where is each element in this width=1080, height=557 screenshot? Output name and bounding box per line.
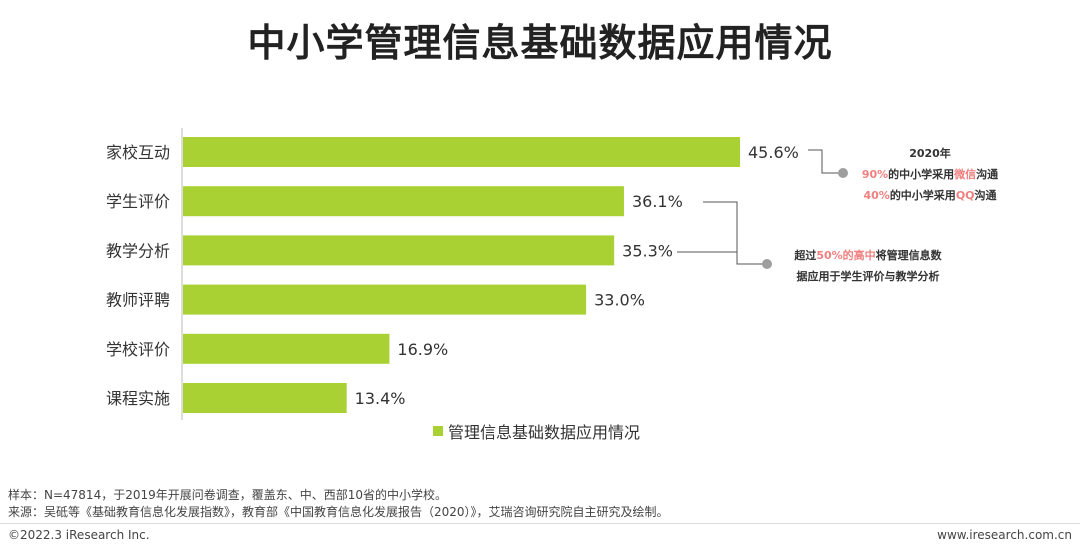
category-label-6: 课程实施 bbox=[106, 389, 170, 408]
value-label-4: 33.0% bbox=[594, 291, 645, 310]
bar-4 bbox=[183, 284, 587, 315]
footer-notes: 样本：N=47814，于2019年开展问卷调查，覆盖东、中、西部10省的中小学校… bbox=[8, 487, 669, 521]
annotation1-line2: 40%的中小学采用QQ沟通 bbox=[863, 189, 997, 202]
value-label-2: 36.1% bbox=[632, 192, 683, 211]
category-label-2: 学生评价 bbox=[106, 192, 170, 211]
legend-swatch bbox=[433, 426, 443, 436]
bar-3 bbox=[183, 235, 615, 266]
bars-group: 家校互动 45.6% 学生评价 36.1% 教学分析 35.3% 教师评聘 33.0% 学校评价… bbox=[106, 137, 799, 413]
legend-label: 管理信息基础数据应用情况 bbox=[448, 423, 640, 442]
annotation2-connector bbox=[677, 201, 766, 265]
value-label-3: 35.3% bbox=[622, 241, 673, 260]
page-title: 中小学管理信息基础数据应用情况 bbox=[247, 21, 833, 65]
annotation2-line1: 超过50%的高中将管理信息数 bbox=[794, 249, 942, 262]
category-label-1: 家校互动 bbox=[106, 143, 170, 162]
bar-1 bbox=[183, 137, 740, 167]
annotation1-dot bbox=[838, 168, 848, 178]
annotation1-wechat: 微信 bbox=[954, 168, 977, 181]
annotation1-year: 2020年 bbox=[909, 147, 951, 160]
bar-6 bbox=[183, 383, 347, 413]
value-label-1: 45.6% bbox=[748, 143, 799, 162]
annotation1-connector bbox=[808, 149, 843, 174]
annotation2-line2: 据应用于学生评价与教学分析 bbox=[796, 270, 940, 283]
category-label-5: 学校评价 bbox=[106, 340, 170, 359]
annotation1-pct1: 90% bbox=[861, 168, 889, 181]
annotation1-pct2: 40% bbox=[863, 189, 890, 202]
source-note: 来源：吴砥等《基础教育信息化发展指数》，教育部《中国教育信息化发展报告（2020… bbox=[8, 505, 669, 519]
value-label-6: 13.4% bbox=[355, 389, 406, 408]
website-link[interactable]: www.iresearch.com.cn bbox=[937, 528, 1072, 542]
bar-5 bbox=[183, 333, 390, 364]
annotation-wechat-qq: 2020年 90%的中小学采用微信沟通 40%的中小学采用QQ沟通 bbox=[840, 143, 1020, 206]
category-label-3: 教学分析 bbox=[106, 241, 170, 260]
annotation2-dot bbox=[762, 259, 772, 269]
value-label-5: 16.9% bbox=[397, 340, 448, 359]
annotation2-highlight: 50%的高中 bbox=[816, 249, 876, 262]
footer-divider bbox=[0, 523, 1080, 524]
annotation-high-school: 超过50%的高中将管理信息数 据应用于学生评价与教学分析 bbox=[778, 245, 958, 287]
annotation1-qq: QQ bbox=[955, 189, 975, 202]
bar-2 bbox=[183, 186, 624, 217]
category-label-4: 教师评聘 bbox=[106, 291, 170, 310]
sample-note: 样本：N=47814，于2019年开展问卷调查，覆盖东、中、西部10省的中小学校… bbox=[8, 488, 448, 502]
copyright: ©2022.3 iResearch Inc. bbox=[8, 528, 150, 542]
annotation1-line1: 90%的中小学采用微信沟通 bbox=[861, 168, 999, 181]
